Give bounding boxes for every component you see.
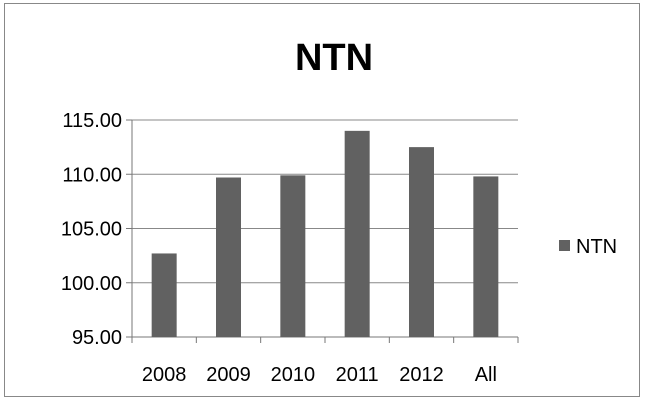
bar-all	[473, 176, 499, 337]
y-tick-label: 95.00	[72, 327, 122, 349]
bar-2012	[409, 147, 434, 337]
bar-2011	[344, 130, 370, 337]
x-tick-label: 2012	[399, 364, 444, 386]
x-tick-label: 2011	[336, 364, 379, 386]
chart-title: NTN	[295, 37, 373, 79]
bar-2010	[280, 175, 306, 337]
y-tick-label: 110.00	[62, 164, 122, 186]
chart-frame	[4, 3, 640, 397]
y-axis-ticks: 95.00 100.00 105.00 110.00 115.00	[61, 110, 122, 349]
x-tick-label: 2010	[271, 364, 316, 386]
y-tick-label: 105.00	[61, 219, 122, 241]
legend-label: NTN	[576, 236, 617, 258]
bar-2009	[216, 177, 241, 337]
y-tick-label: 115.00	[62, 110, 122, 132]
x-tick-label: 2009	[206, 364, 251, 386]
x-axis-ticks: 2008 2009 2010 2011 2012 All	[131, 337, 519, 386]
legend-swatch	[559, 240, 570, 251]
bars	[151, 130, 499, 337]
x-tick-label: All	[475, 364, 497, 386]
y-tick-label: 100.00	[61, 273, 122, 295]
gridlines	[126, 119, 518, 338]
legend: NTN	[559, 236, 617, 258]
x-tick-label: 2008	[142, 364, 187, 386]
bar-2008	[151, 253, 177, 337]
